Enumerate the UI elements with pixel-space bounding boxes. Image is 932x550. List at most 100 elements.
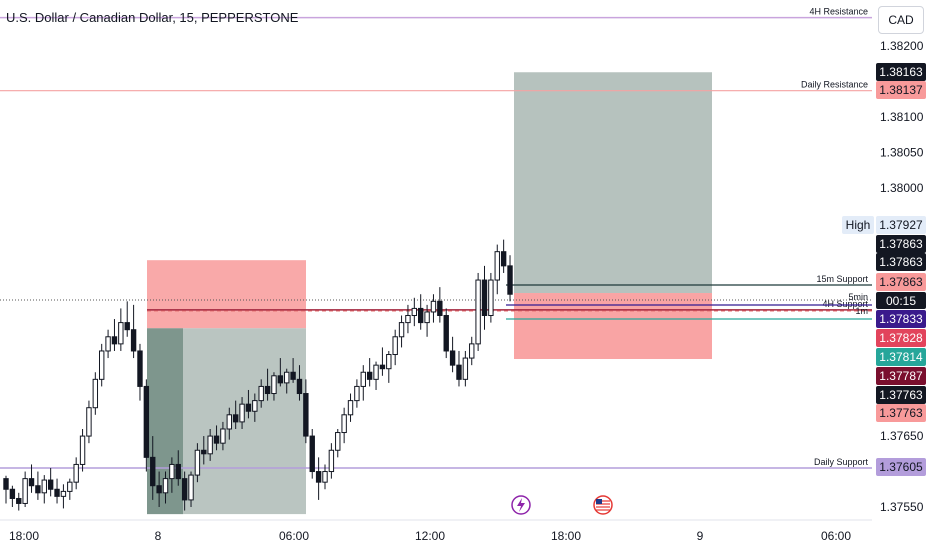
candle — [430, 294, 437, 323]
price-label-tag — [876, 348, 926, 366]
candle — [449, 336, 456, 373]
candle-up — [118, 322, 124, 345]
candle — [398, 315, 405, 348]
candle — [201, 436, 207, 465]
candle — [181, 471, 188, 511]
candle — [124, 301, 130, 337]
candle — [309, 428, 315, 479]
candle — [424, 304, 430, 337]
candle — [162, 471, 169, 504]
candle-up — [73, 463, 79, 483]
candle — [175, 450, 181, 486]
price-label-tag — [876, 81, 926, 99]
price-label-text: 1.37863 — [879, 275, 923, 289]
candle-up — [162, 478, 169, 494]
candle-up — [220, 428, 226, 444]
candle-up — [462, 357, 469, 380]
candle — [500, 239, 507, 273]
price-tick: 1.37650 — [880, 429, 924, 443]
candle-down — [130, 329, 137, 352]
price-label-text: 1.37863 — [879, 237, 923, 251]
candle — [507, 255, 513, 302]
candle-up — [252, 400, 258, 412]
candle — [213, 425, 220, 451]
candle — [258, 379, 264, 408]
candle — [67, 478, 73, 500]
candle — [169, 457, 175, 493]
candle-down — [449, 350, 456, 366]
price-label-tag — [876, 458, 926, 476]
candle — [354, 379, 360, 408]
candle-up — [99, 350, 105, 380]
price-axis[interactable]: 1.38200 1.38100 1.38050 1.38000 1.37650 1.375… — [842, 0, 932, 520]
candle — [28, 464, 35, 493]
candle-up — [405, 315, 411, 324]
candle-down — [309, 435, 315, 473]
candle-up — [207, 435, 213, 455]
price-tick: 1.38050 — [880, 145, 924, 159]
candle — [143, 379, 150, 472]
support-resistance-levels: 4H Resistance Daily Resistance 15m Support… — [0, 7, 872, 469]
price-tick: 1.37550 — [880, 500, 924, 514]
price-label-tag — [876, 253, 926, 271]
level-label: 4H Support — [822, 299, 868, 309]
time-tick: 12:00 — [415, 529, 445, 543]
price-label-tag — [876, 404, 926, 422]
candle — [315, 457, 322, 500]
candle-down — [35, 485, 41, 494]
candle-down — [296, 378, 303, 395]
candle — [296, 365, 303, 401]
event-markers — [511, 495, 613, 515]
candle — [41, 475, 47, 504]
candle — [328, 443, 335, 479]
candle — [475, 272, 481, 351]
candle-up — [392, 336, 398, 356]
currency-button[interactable]: CAD — [878, 6, 924, 34]
price-label-text: 1.37605 — [879, 460, 923, 474]
candle-down — [54, 488, 60, 497]
candle — [86, 400, 92, 444]
candle-up — [92, 378, 99, 409]
level-label: 15m Support — [816, 274, 868, 284]
candle-up — [430, 300, 437, 313]
flag-canton — [596, 499, 602, 504]
candle-up — [341, 414, 347, 434]
candle — [341, 407, 347, 444]
high-label: High — [846, 218, 871, 232]
candle — [220, 421, 226, 451]
candle — [386, 350, 392, 383]
candle — [130, 304, 137, 359]
position-zones — [147, 72, 712, 515]
candle-down — [47, 479, 54, 490]
candle — [303, 379, 309, 444]
candle-up — [79, 435, 86, 465]
candle-up — [475, 279, 481, 345]
candle-up — [469, 343, 475, 359]
candle — [456, 350, 462, 387]
candle — [411, 297, 418, 327]
candle — [488, 272, 494, 323]
candle — [494, 244, 500, 295]
candle-up — [424, 311, 430, 324]
candle — [3, 475, 9, 504]
time-axis[interactable]: 18:00 8 06:00 12:00 18:00 9 06:00 — [0, 519, 872, 543]
time-tick: 06:00 — [279, 529, 309, 543]
candle — [54, 478, 60, 504]
candle-up — [41, 479, 47, 494]
candle-down — [481, 279, 488, 317]
candle — [469, 336, 475, 366]
candle-up — [373, 364, 379, 380]
candle — [277, 358, 284, 387]
price-label-tag — [876, 329, 926, 347]
candle — [118, 308, 124, 351]
price-label-text: 1.37828 — [879, 331, 923, 345]
short-stop-zone — [147, 260, 306, 329]
price-label-text: 1.38163 — [879, 65, 923, 79]
candle — [437, 287, 443, 323]
candle-down — [124, 322, 130, 331]
candle-down — [150, 456, 156, 487]
lightning-glyph — [517, 498, 525, 512]
candle-up — [86, 407, 92, 437]
candle-up — [188, 474, 194, 501]
